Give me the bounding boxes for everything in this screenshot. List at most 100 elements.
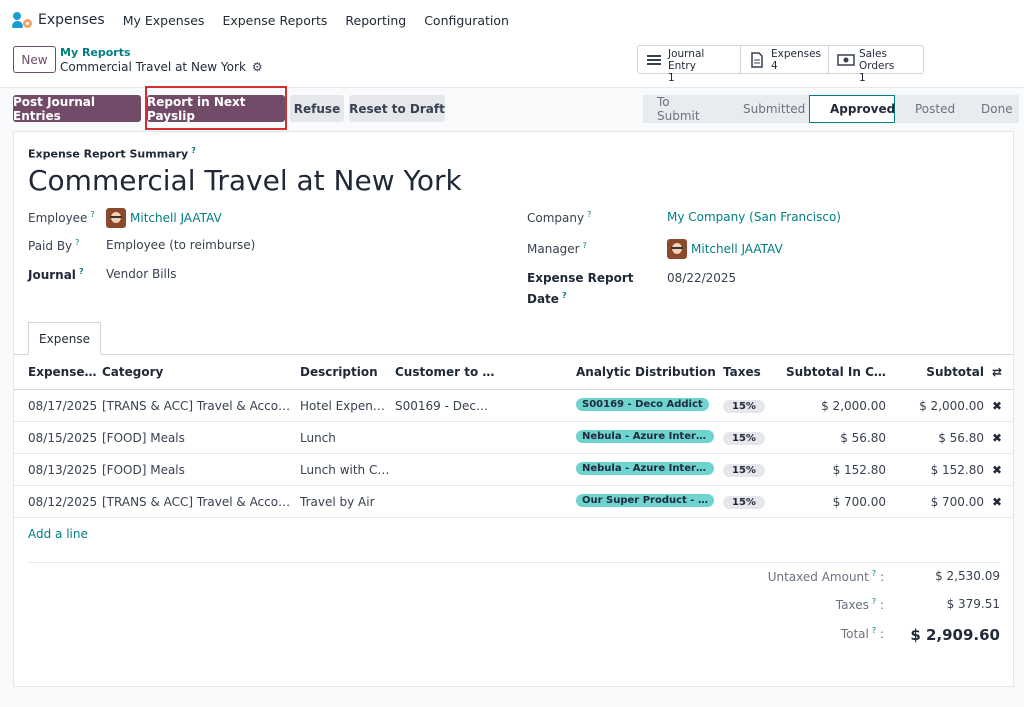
report-title[interactable]: Commercial Travel at New York — [28, 164, 462, 197]
help-icon[interactable]: ? — [871, 569, 877, 578]
help-icon[interactable]: ? — [561, 291, 567, 300]
expense-report-date-field[interactable]: 08/22/2025 — [667, 271, 737, 285]
total-value: $ 2,909.60 — [910, 626, 1000, 644]
cell-description: Lunch with Customer — [300, 462, 390, 477]
cell-analytic: Nebula - Azure Interior. — [576, 461, 716, 478]
paid-by-label: Paid By? — [28, 238, 79, 253]
stage-done[interactable]: Done — [961, 95, 1019, 123]
new-button[interactable]: New — [13, 46, 56, 73]
colon: : — [879, 570, 884, 584]
taxes-value: $ 379.51 — [946, 597, 1000, 611]
avatar — [106, 208, 126, 228]
employee-field[interactable]: Mitchell JAATAV — [106, 208, 222, 228]
manager-value: Mitchell JAATAV — [691, 242, 783, 256]
cell-analytic: Nebula - Azure Interior. — [576, 429, 716, 446]
expense-report-date-label: Expense Report Date? — [527, 270, 634, 308]
add-line-link[interactable]: Add a line — [28, 527, 88, 541]
cell-taxes: 15% — [723, 494, 783, 509]
column-settings-icon[interactable]: ⇄ — [991, 365, 1003, 379]
help-icon[interactable]: ? — [587, 210, 592, 219]
stage-approved[interactable]: Approved — [809, 95, 895, 123]
document-icon — [749, 52, 765, 68]
manager-label: Manager? — [527, 241, 587, 256]
cell-subtotal: $ 152.80 — [930, 462, 984, 477]
paid-by-field[interactable]: Employee (to reimburse) — [106, 238, 256, 252]
help-icon[interactable]: ? — [871, 597, 877, 606]
delete-row-icon[interactable]: ✖ — [991, 494, 1003, 509]
nav-expense-reports[interactable]: Expense Reports — [222, 12, 328, 28]
employee-label: Employee? — [28, 210, 95, 225]
stage-posted[interactable]: Posted — [895, 95, 961, 123]
post-journal-entries-button[interactable]: Post Journal Entries — [13, 95, 141, 123]
untaxed-label: Untaxed Amount? : — [734, 569, 884, 584]
cell-category: [TRANS & ACC] Travel & Accommodation — [102, 398, 292, 413]
help-icon[interactable]: ? — [582, 241, 587, 250]
help-icon[interactable]: ? — [90, 210, 95, 219]
delete-row-icon[interactable]: ✖ — [991, 462, 1003, 477]
report-in-next-payslip-button[interactable]: Report in Next Payslip — [147, 95, 285, 123]
table-row[interactable]: 08/13/2025 [FOOD] Meals Lunch with Custo… — [14, 454, 1013, 486]
journal-entry-smart-button[interactable]: Journal Entry 1 — [638, 46, 741, 84]
summary-label-text: Expense Report Summary — [28, 147, 189, 161]
col-subtotal[interactable]: Subtotal — [926, 365, 984, 379]
nav-reporting[interactable]: Reporting — [345, 12, 407, 28]
col-customer[interactable]: Customer to Re... — [395, 365, 495, 379]
stage-to-submit[interactable]: To Submit — [643, 95, 723, 123]
cell-subtotal-company: $ 56.80 — [840, 430, 886, 445]
col-analytic[interactable]: Analytic Distribution — [576, 365, 716, 379]
company-label-text: Company — [527, 211, 585, 225]
date-label-line2: Date — [527, 292, 559, 306]
help-icon[interactable]: ? — [191, 146, 196, 155]
col-taxes[interactable]: Taxes — [723, 365, 761, 379]
col-date[interactable]: Expense ... — [28, 365, 100, 379]
cell-description: Lunch — [300, 430, 336, 445]
analytic-tag: Nebula - Azure Interior. — [576, 429, 714, 443]
cell-subtotal-company: $ 152.80 — [832, 462, 886, 477]
delete-row-icon[interactable]: ✖ — [991, 430, 1003, 445]
delete-row-icon[interactable]: ✖ — [991, 398, 1003, 413]
col-description[interactable]: Description — [300, 365, 378, 379]
tax-tag: 15% — [723, 464, 765, 477]
smart-buttons: Journal Entry 1 Expenses 4 Sales Orders … — [637, 45, 924, 84]
expenses-smart-button[interactable]: Expenses 4 — [741, 46, 829, 73]
manager-field[interactable]: Mitchell JAATAV — [667, 239, 783, 259]
expense-table: Expense ... Category Description Custome… — [14, 355, 1013, 518]
help-icon[interactable]: ? — [78, 267, 84, 276]
cell-subtotal-company: $ 700.00 — [832, 494, 886, 509]
smart-count: 1 — [668, 72, 675, 84]
control-panel: New My Reports Commercial Travel at New … — [0, 40, 1024, 88]
cell-date: 08/12/2025 — [28, 494, 98, 509]
breadcrumb-parent[interactable]: My Reports — [60, 46, 131, 59]
smart-label: Journal Entry — [668, 48, 705, 72]
tax-tag: 15% — [723, 400, 765, 413]
table-row[interactable]: 08/17/2025 [TRANS & ACC] Travel & Accomm… — [14, 390, 1013, 422]
cell-category: [TRANS & ACC] Travel & Accommodation — [102, 494, 292, 509]
table-row[interactable]: 08/12/2025 [TRANS & ACC] Travel & Accomm… — [14, 486, 1013, 518]
untaxed-label-text: Untaxed Amount — [767, 570, 869, 584]
col-subtotal-company[interactable]: Subtotal In C... — [786, 365, 886, 379]
avatar — [667, 239, 687, 259]
help-icon[interactable]: ? — [75, 238, 80, 247]
journal-label-text: Journal — [28, 268, 76, 282]
cell-date: 08/13/2025 — [28, 462, 98, 477]
nav-my-expenses[interactable]: My Expenses — [122, 12, 205, 28]
col-category[interactable]: Category — [102, 365, 164, 379]
journal-field[interactable]: Vendor Bills — [106, 267, 177, 281]
refuse-button[interactable]: Refuse — [290, 95, 344, 122]
cell-taxes: 15% — [723, 398, 783, 413]
nav-configuration[interactable]: Configuration — [424, 12, 509, 28]
money-icon — [837, 52, 855, 68]
analytic-tag: Our Super Product - Dec... — [576, 493, 714, 507]
status-bar: To Submit Submitted Approved Posted Done — [643, 95, 1019, 123]
company-field[interactable]: My Company (San Francisco) — [667, 210, 841, 224]
app-name[interactable]: Expenses — [38, 12, 105, 28]
help-icon[interactable]: ? — [871, 626, 877, 635]
stage-submitted[interactable]: Submitted — [723, 95, 809, 123]
sales-orders-smart-button[interactable]: Sales Orders 1 — [829, 46, 923, 84]
tab-expense[interactable]: Expense — [28, 322, 101, 355]
cell-category: [FOOD] Meals — [102, 430, 185, 445]
reset-to-draft-button[interactable]: Reset to Draft — [349, 95, 445, 122]
table-row[interactable]: 08/15/2025 [FOOD] Meals Lunch Nebula - A… — [14, 422, 1013, 454]
gear-icon[interactable]: ⚙ — [251, 60, 263, 74]
expenses-app-icon[interactable] — [12, 10, 32, 30]
